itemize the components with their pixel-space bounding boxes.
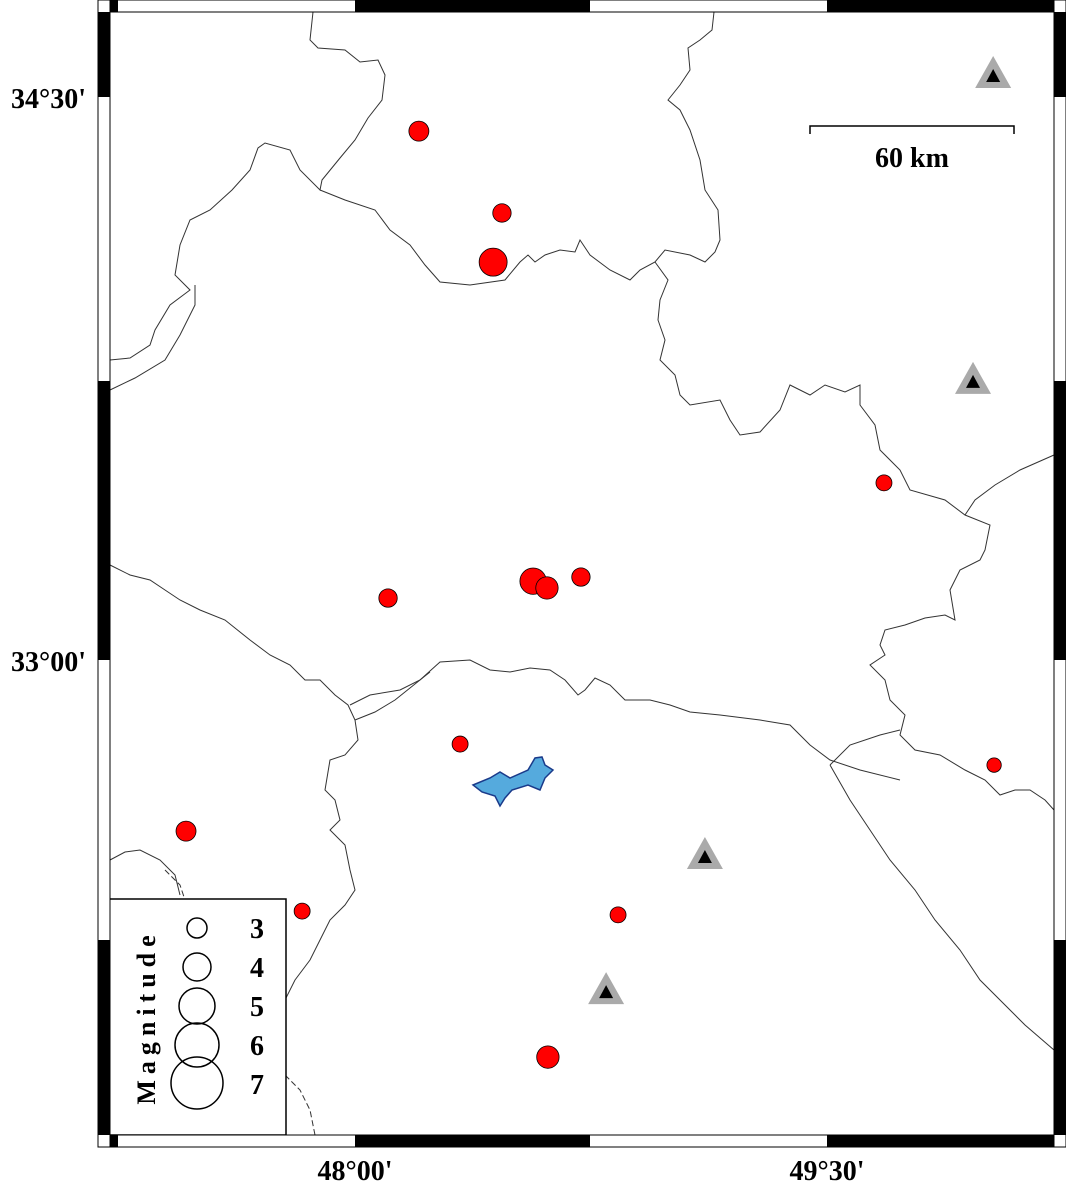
earthquake-event [875, 474, 893, 492]
earthquake-event [293, 902, 311, 920]
earthquake-event [535, 576, 559, 600]
legend-circle [178, 987, 216, 1025]
earthquake-event [986, 757, 1002, 773]
earthquake-event [378, 588, 398, 608]
legend-title: Magnitude [132, 929, 161, 1104]
lake [471, 756, 555, 808]
x-tick-label: 49°30' [790, 1156, 865, 1184]
earthquake-event [408, 120, 430, 142]
station-inner-triangle-icon [697, 850, 712, 864]
legend-label: 7 [250, 1070, 264, 1101]
station-marker [955, 361, 992, 394]
legend-label: 6 [250, 1031, 264, 1062]
station-inner-triangle-icon [986, 68, 1001, 82]
events-layer [175, 120, 1002, 1069]
scale-bar: 60 km [809, 125, 1015, 174]
x-tick-label: 48°00' [318, 1156, 393, 1184]
station-inner-triangle-icon [966, 374, 981, 388]
earthquake-event [478, 247, 508, 277]
earthquake-event [609, 906, 627, 924]
earthquake-event [536, 1045, 560, 1069]
legend-circle [182, 952, 212, 982]
province-borders [109, 11, 1055, 1136]
magnitude-legend: Magnitude 3 4 5 6 7 [108, 898, 287, 1136]
station-marker [975, 55, 1012, 88]
map-frame [97, 0, 1066, 1148]
station-inner-triangle-icon [599, 985, 614, 999]
scale-bar-line [809, 125, 1015, 134]
y-tick-label: 34°30' [11, 84, 86, 115]
legend-circle [186, 917, 208, 939]
earthquake-event [492, 203, 512, 223]
earthquake-event [175, 820, 197, 842]
legend-label: 3 [250, 914, 264, 945]
station-marker [588, 972, 625, 1005]
legend-circle [174, 1022, 220, 1068]
legend-circle [170, 1056, 224, 1110]
legend-label: 4 [250, 953, 264, 984]
earthquake-event [451, 735, 469, 753]
y-tick-label: 33°00' [11, 647, 86, 678]
station-marker [686, 837, 723, 870]
stations-layer [588, 55, 1012, 1005]
scale-bar-label: 60 km [875, 143, 949, 174]
legend-label: 5 [250, 992, 264, 1023]
earthquake-event [571, 567, 591, 587]
